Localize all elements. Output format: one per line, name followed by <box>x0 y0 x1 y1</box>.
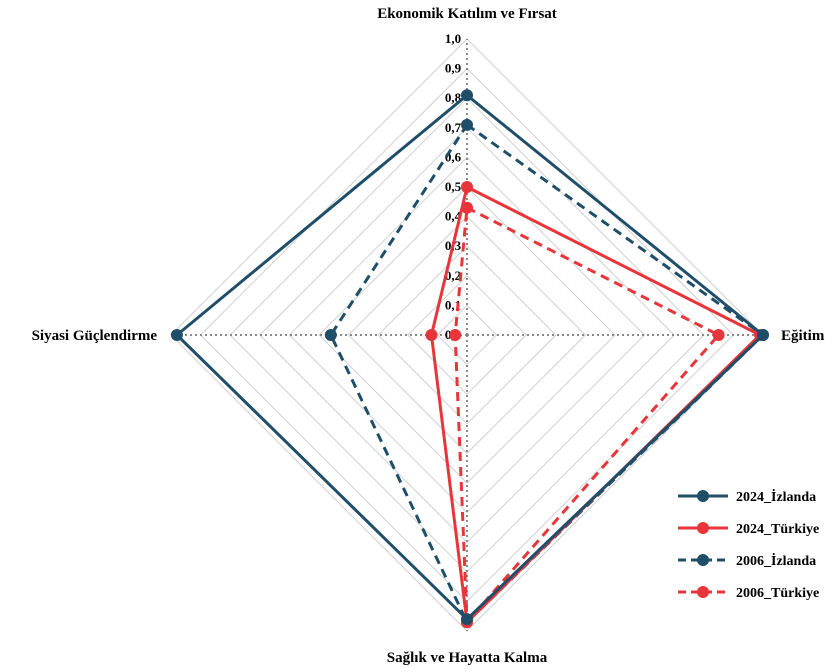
axis-labels: Ekonomik Katılım ve Fırsat Eğitim Sağlık v… <box>32 6 825 666</box>
data-point <box>449 329 462 341</box>
series-2024_İzlanda <box>170 89 769 626</box>
data-point <box>461 118 473 131</box>
tick-label: 0,2 <box>445 268 461 283</box>
tick-label: 0,7 <box>445 120 462 135</box>
data-point <box>170 329 183 341</box>
series-2024_Türkiye <box>425 181 767 629</box>
legend-marker <box>697 554 709 566</box>
legend-marker <box>697 522 709 534</box>
tick-label: 1,0 <box>445 31 461 46</box>
legend-label: 2006_İzlanda <box>736 552 816 569</box>
data-point <box>425 329 438 341</box>
grid-ring <box>259 127 675 543</box>
axis-label: Eğitim <box>781 328 825 344</box>
grid-ring <box>407 275 527 395</box>
legend-item: 2024_İzlanda <box>678 488 816 505</box>
grid-ring <box>318 186 616 484</box>
data-point <box>461 89 473 102</box>
axis-label: Sağlık ve Hayatta Kalma <box>387 650 548 666</box>
legend-item: 2006_İzlanda <box>678 552 816 569</box>
grid-ring <box>288 156 646 514</box>
legend-label: 2024_İzlanda <box>736 488 816 505</box>
data-point <box>757 329 769 341</box>
data-point <box>461 181 473 193</box>
axis-label: Siyasi Güçlendirme <box>32 328 158 344</box>
legend-item: 2024_Türkiye <box>678 522 819 537</box>
series-line <box>429 185 762 624</box>
grid-ring <box>377 245 557 425</box>
data-point <box>712 329 725 341</box>
series <box>170 89 769 629</box>
legend-marker <box>697 490 709 502</box>
legend: 2024_İzlanda 2024_Türkiye 2006_İzlanda 2006… <box>678 488 819 601</box>
tick-label: 0,5 <box>445 179 462 194</box>
tick-label: 0,4 <box>445 209 462 224</box>
axis-label: Ekonomik Katılım ve Fırsat <box>377 6 557 22</box>
legend-marker <box>697 586 709 598</box>
data-point <box>461 613 473 626</box>
series-line <box>329 123 765 624</box>
series-line <box>175 93 765 621</box>
legend-label: 2006_Türkiye <box>736 586 819 601</box>
data-point <box>324 329 337 341</box>
grid-ring <box>347 215 587 455</box>
grid-ring <box>436 304 498 366</box>
legend-label: 2024_Türkiye <box>736 522 819 537</box>
tick-label: 0,9 <box>445 61 462 76</box>
legend-item: 2006_Türkiye <box>678 586 819 601</box>
